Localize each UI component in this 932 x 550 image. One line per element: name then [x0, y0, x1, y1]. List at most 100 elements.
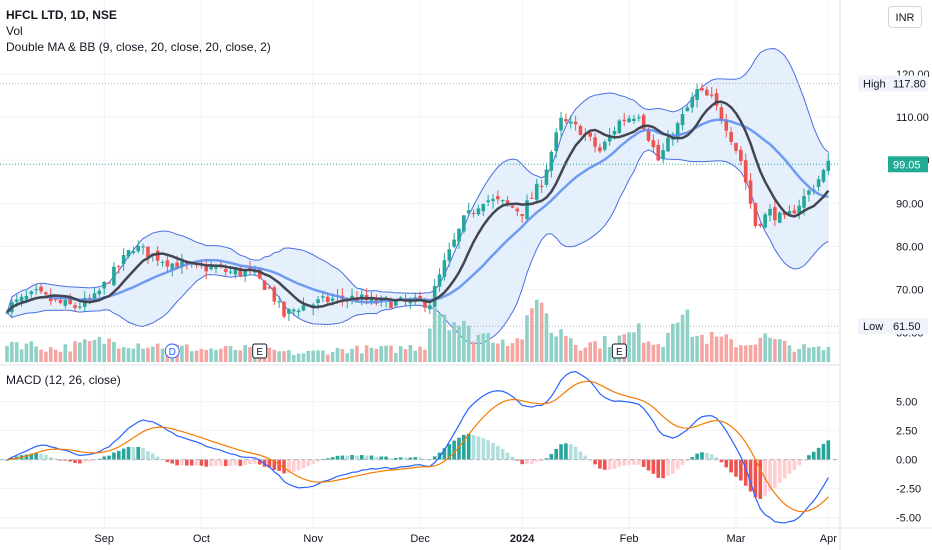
volume-label: Vol [6, 24, 23, 38]
candle-body [471, 213, 476, 215]
macd-histogram-bar [267, 459, 272, 468]
candle-body [641, 115, 646, 130]
candle-body [787, 211, 792, 214]
candle-body [685, 107, 690, 112]
macd-histogram-bar [685, 459, 690, 462]
time-tick-label: Dec [410, 533, 430, 545]
symbol-text: HFCL LTD, 1D, NSE [6, 8, 117, 22]
candle-body [102, 281, 106, 289]
macd-histogram-bar [48, 456, 53, 460]
volume-bar [437, 313, 442, 362]
high-value: 117.80 [893, 78, 926, 90]
candle-body [680, 113, 685, 126]
macd-histogram-bar [345, 455, 349, 460]
candle-body [141, 246, 145, 248]
macd-histogram-bar [612, 459, 617, 469]
macd-histogram-bar [680, 459, 685, 465]
time-tick-label: Nov [303, 533, 323, 545]
macd-label: MACD (12, 26, close) [6, 373, 121, 387]
macd-histogram-bar [316, 459, 320, 462]
candle-body [131, 251, 136, 253]
macd-histogram-bar [607, 459, 612, 470]
volume-bar [48, 347, 53, 362]
macd-histogram-bar [564, 443, 568, 460]
macd-histogram-bar [170, 459, 175, 464]
volume-bar [287, 350, 291, 362]
macd-histogram-bar [204, 459, 209, 467]
candle-body [491, 198, 495, 202]
volume-bar [116, 348, 121, 362]
candle-body [34, 289, 38, 291]
candle-body [39, 286, 43, 292]
candle-body [126, 249, 131, 257]
candle-body [287, 309, 291, 314]
candle-body [301, 305, 306, 311]
candle-body [462, 215, 466, 232]
candle-body [63, 300, 68, 306]
volume-bar [554, 336, 558, 362]
candle-body [296, 310, 301, 313]
macd-histogram-bar [189, 459, 194, 466]
candle-body [253, 271, 257, 273]
macd-histogram-bar [116, 450, 121, 460]
candle-body [792, 210, 797, 214]
volume-bar [131, 348, 136, 362]
volume-bar [491, 342, 495, 362]
volume-bar [335, 347, 340, 362]
candle-body [24, 295, 29, 300]
candle-body [146, 246, 150, 258]
macd-histogram-bar [24, 454, 29, 460]
macd-histogram-bar [452, 440, 456, 460]
candle-body [578, 125, 583, 136]
candle-body [554, 132, 558, 151]
candle-body [277, 301, 281, 303]
macd-histogram-bar [500, 448, 505, 460]
macd-histogram-bar [627, 459, 631, 465]
volume-bar [384, 345, 388, 362]
macd-histogram-bar [228, 459, 233, 467]
volume-bar [763, 333, 767, 362]
volume-bar [214, 349, 218, 362]
candle-body [282, 301, 286, 317]
volume-bar [530, 308, 534, 362]
volume-bar [272, 349, 277, 362]
macd-histogram-bar [486, 440, 490, 460]
candle-body [593, 137, 597, 147]
macd-histogram-bar [787, 459, 792, 474]
volume-bar [719, 336, 724, 362]
candle-body [97, 290, 102, 295]
volume-bar [588, 342, 592, 362]
volume-bar [811, 347, 816, 362]
candle-body [700, 88, 704, 91]
macd-histogram-bar [379, 456, 384, 460]
candle-body [243, 270, 247, 277]
volume-bar [112, 341, 116, 362]
price-tick-label: 70.00 [896, 285, 924, 297]
volume-bar [379, 346, 384, 362]
candle-body [743, 160, 748, 183]
macd-histogram-bar [335, 455, 340, 460]
candle-body [160, 261, 165, 263]
candle-body [564, 119, 568, 122]
currency-button[interactable]: INR [888, 6, 922, 28]
macd-histogram-bar [364, 455, 369, 460]
candle-body [598, 147, 602, 152]
high-label: High [863, 78, 886, 90]
macd-histogram-bar [53, 458, 58, 460]
macd-histogram-bar [646, 459, 651, 471]
macd-histogram-bar [423, 458, 427, 460]
candle-body [632, 118, 636, 122]
volume-bar [102, 343, 106, 362]
macd-tick-label: 0.00 [896, 455, 917, 467]
candle-body [369, 297, 374, 302]
macd-histogram-bar [792, 459, 797, 471]
volume-bar [19, 349, 24, 362]
volume-bar [602, 335, 607, 362]
bollinger-lower-line [6, 149, 829, 345]
volume-bar [10, 341, 14, 362]
candle-body [155, 250, 160, 261]
candle-body [5, 312, 9, 314]
macd-histogram-bar [350, 455, 354, 460]
candle-body [705, 89, 709, 96]
